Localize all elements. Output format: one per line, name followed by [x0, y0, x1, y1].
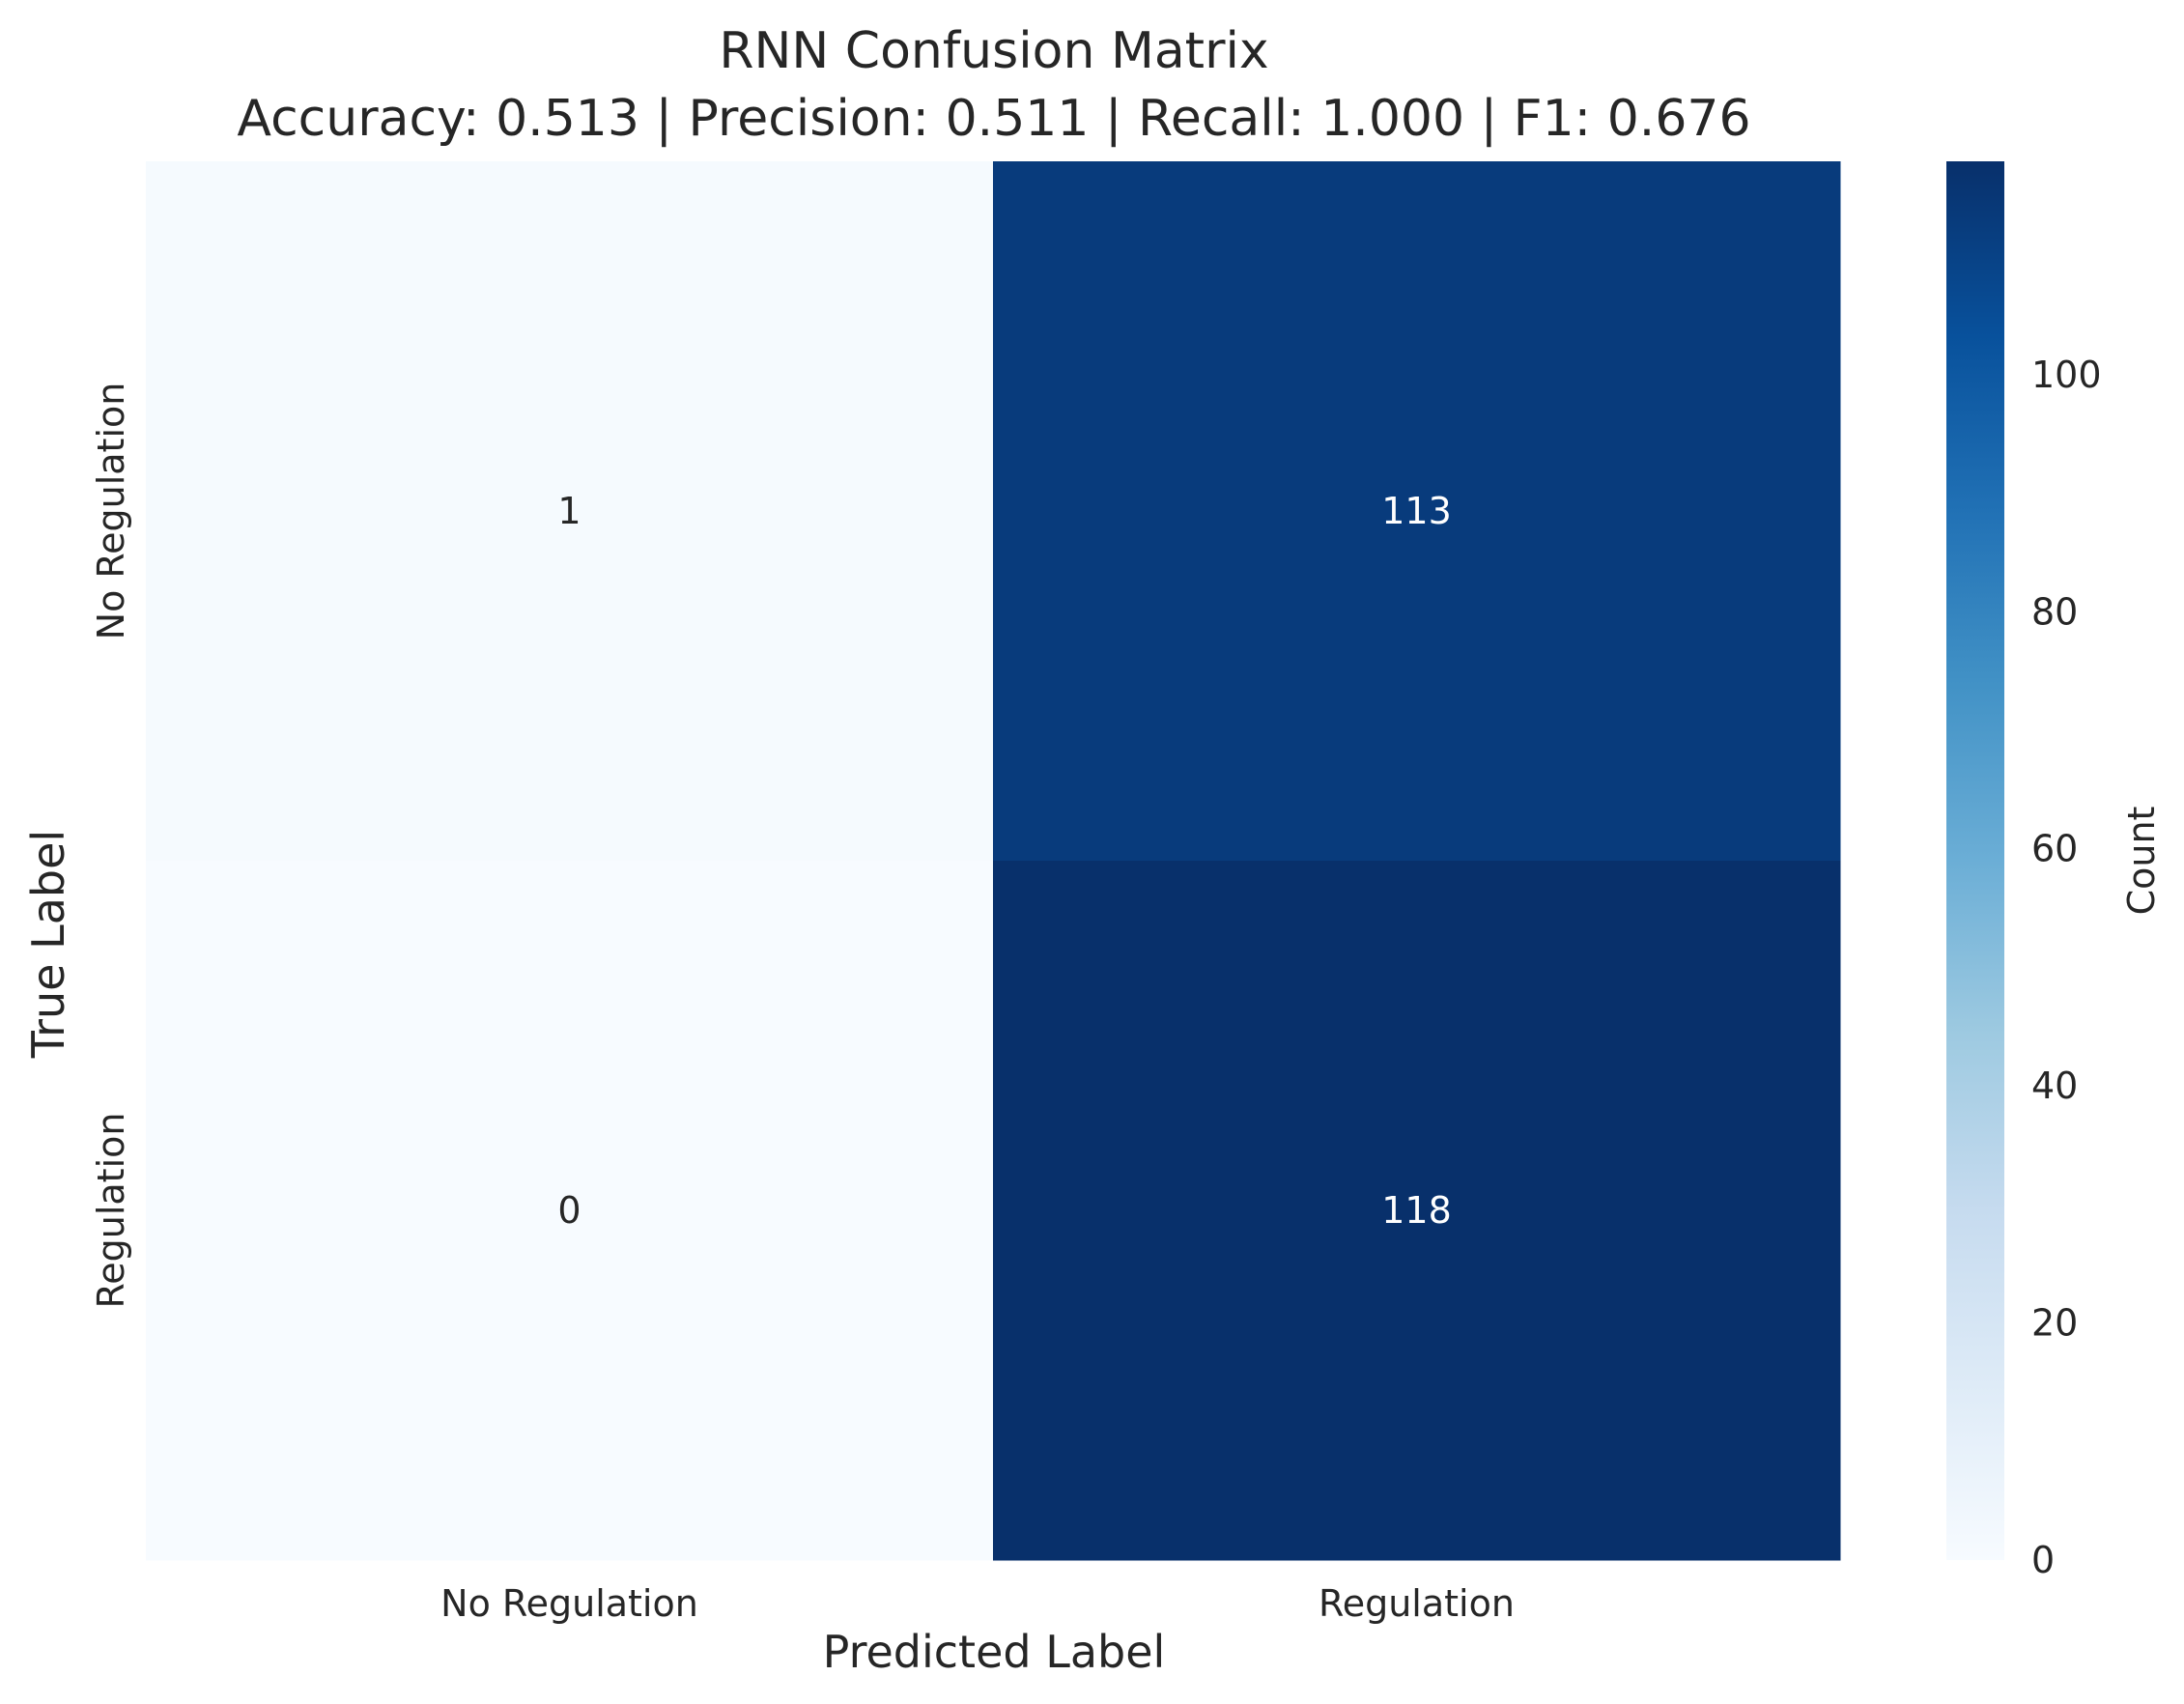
heatmap-cell: [146, 161, 994, 862]
x-tick-label: Regulation: [1319, 1582, 1515, 1625]
y-axis-label: True Label: [22, 830, 74, 1059]
heatmap-cell: [993, 861, 1841, 1561]
colorbar-tick-labels: 0 20 40 60 80 100: [2031, 354, 2102, 1581]
heatmap-cell: [993, 161, 1841, 862]
x-tick-label: No Regulation: [440, 1582, 698, 1625]
heatmap-cells: [146, 161, 1841, 1561]
y-tick-label: Regulation: [90, 1113, 132, 1309]
colorbar-tick-label: 40: [2031, 1065, 2078, 1107]
colorbar-tick-label: 0: [2031, 1539, 2055, 1581]
chart-title: RNN Confusion Matrix: [719, 22, 1268, 80]
colorbar-label: Count: [2120, 807, 2163, 916]
cell-value-label: 118: [1381, 1189, 1452, 1232]
cell-value-label: 1: [557, 490, 581, 532]
cell-value-label: 113: [1381, 490, 1452, 532]
colorbar: [1946, 161, 2004, 1560]
colorbar-tick-label: 100: [2031, 354, 2102, 396]
y-tick-label: No Regulation: [90, 383, 132, 640]
cell-value-label: 0: [557, 1189, 581, 1232]
heatmap-cell: [146, 861, 994, 1561]
x-axis-label: Predicted Label: [823, 1626, 1166, 1678]
colorbar-tick-label: 80: [2031, 590, 2078, 633]
heatmap-cell-labels: 1 113 0 118: [557, 490, 1451, 1232]
colorbar-tick-label: 20: [2031, 1302, 2078, 1345]
colorbar-tick-label: 60: [2031, 828, 2078, 870]
x-tick-labels: No Regulation Regulation: [440, 1582, 1515, 1625]
y-tick-labels: No Regulation Regulation: [90, 383, 132, 1309]
chart-subtitle: Accuracy: 0.513 | Precision: 0.511 | Rec…: [237, 90, 1750, 148]
